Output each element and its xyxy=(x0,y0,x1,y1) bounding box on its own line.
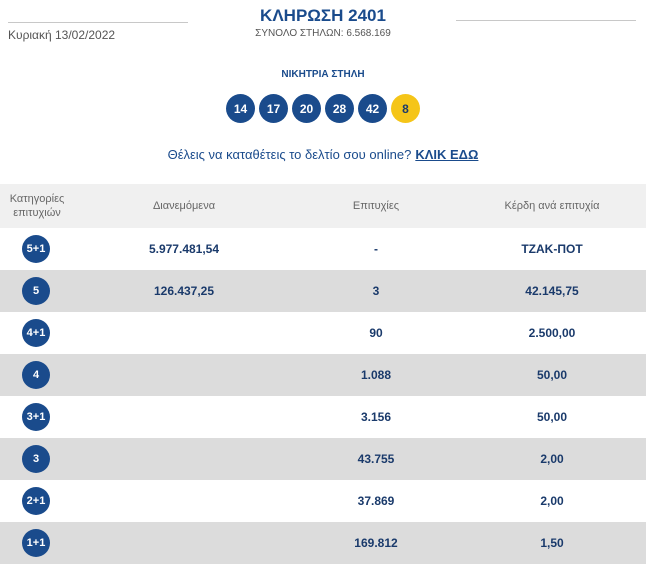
table-row: 1+1 169.812 1,50 xyxy=(0,522,646,564)
divider xyxy=(8,22,188,23)
table-row: 4+1 90 2.500,00 xyxy=(0,312,646,354)
header-prize: Κέρδη ανά επιτυχία xyxy=(504,200,600,212)
draw-date: Κυριακή 13/02/2022 xyxy=(8,28,116,42)
divider xyxy=(456,20,636,21)
prize-cell: ΤΖΑΚ-ΠΟΤ xyxy=(521,242,583,256)
table-row: 3+1 3.156 50,00 xyxy=(0,396,646,438)
winners-cell: 3.156 xyxy=(360,410,392,424)
winners-cell: - xyxy=(374,242,378,256)
promo-text: Θέλεις να καταθέτεις το δελτίο σου onlin… xyxy=(167,147,412,162)
table-row: 5+1 5.977.481,54 - ΤΖΑΚ-ΠΟΤ xyxy=(0,228,646,270)
draw-header: Κυριακή 13/02/2022 ΚΛΗΡΩΣΗ 2401 ΣΥΝΟΛΟ Σ… xyxy=(0,0,646,50)
number-ball: 20 xyxy=(292,94,321,123)
online-promo: Θέλεις να καταθέτεις το δελτίο σου onlin… xyxy=(0,147,646,162)
header-distributed: Διανεμόμενα xyxy=(152,200,216,212)
category-badge: 4+1 xyxy=(22,319,50,347)
distributed-cell: 5.977.481,54 xyxy=(148,242,220,256)
prize-cell: 50,00 xyxy=(536,368,568,382)
distributed-cell xyxy=(74,480,294,522)
winners-cell: 90 xyxy=(369,326,383,340)
category-badge: 1+1 xyxy=(22,529,50,557)
header-categories: Κατηγορίες επιτυχιών xyxy=(9,193,65,219)
category-badge: 3 xyxy=(22,445,50,473)
category-badge: 3+1 xyxy=(22,403,50,431)
click-here-link[interactable]: ΚΛΙΚ ΕΔΩ xyxy=(415,147,479,162)
distributed-cell xyxy=(74,312,294,354)
prize-cell: 2,00 xyxy=(540,494,564,508)
prize-cell: 2,00 xyxy=(540,452,564,466)
category-badge: 5+1 xyxy=(22,235,50,263)
table-row: 3 43.755 2,00 xyxy=(0,438,646,480)
category-badge: 2+1 xyxy=(22,487,50,515)
number-ball: 28 xyxy=(325,94,354,123)
draw-title: ΚΛΗΡΩΣΗ 2401 xyxy=(260,6,386,25)
winners-cell: 43.755 xyxy=(357,452,395,466)
prize-cell: 50,00 xyxy=(536,410,568,424)
category-badge: 4 xyxy=(22,361,50,389)
table-row: 2+1 37.869 2,00 xyxy=(0,480,646,522)
winners-cell: 37.869 xyxy=(357,494,395,508)
total-columns: ΣΥΝΟΛΟ ΣΤΗΛΩΝ: 6.568.169 xyxy=(255,28,391,39)
table-row: 5 126.437,25 3 42.145,75 xyxy=(0,270,646,312)
results-table: 5+1 5.977.481,54 - ΤΖΑΚ-ΠΟΤ 5 126.437,25… xyxy=(0,228,646,564)
winners-cell: 1.088 xyxy=(360,368,392,382)
results-table-header: Κατηγορίες επιτυχιών Διανεμόμενα Επιτυχί… xyxy=(0,184,646,228)
prize-cell: 1,50 xyxy=(540,536,564,550)
header-winners: Επιτυχίες xyxy=(352,200,400,212)
distributed-cell xyxy=(74,522,294,564)
number-ball: 42 xyxy=(358,94,387,123)
winners-cell: 169.812 xyxy=(354,536,398,550)
number-ball: 14 xyxy=(226,94,255,123)
table-row: 4 1.088 50,00 xyxy=(0,354,646,396)
number-ball: 17 xyxy=(259,94,288,123)
prize-cell: 2.500,00 xyxy=(528,326,576,340)
joker-ball: 8 xyxy=(391,94,420,123)
category-badge: 5 xyxy=(22,277,50,305)
distributed-cell: 126.437,25 xyxy=(153,284,215,298)
winners-cell: 3 xyxy=(372,284,380,298)
distributed-cell xyxy=(74,438,294,480)
winning-numbers: 14 17 20 28 42 8 xyxy=(0,94,646,123)
prize-cell: 42.145,75 xyxy=(525,284,579,298)
winning-column-label: ΝΙΚΗΤΡΙΑ ΣΤΗΛΗ xyxy=(281,69,365,80)
distributed-cell xyxy=(74,354,294,396)
distributed-cell xyxy=(74,396,294,438)
